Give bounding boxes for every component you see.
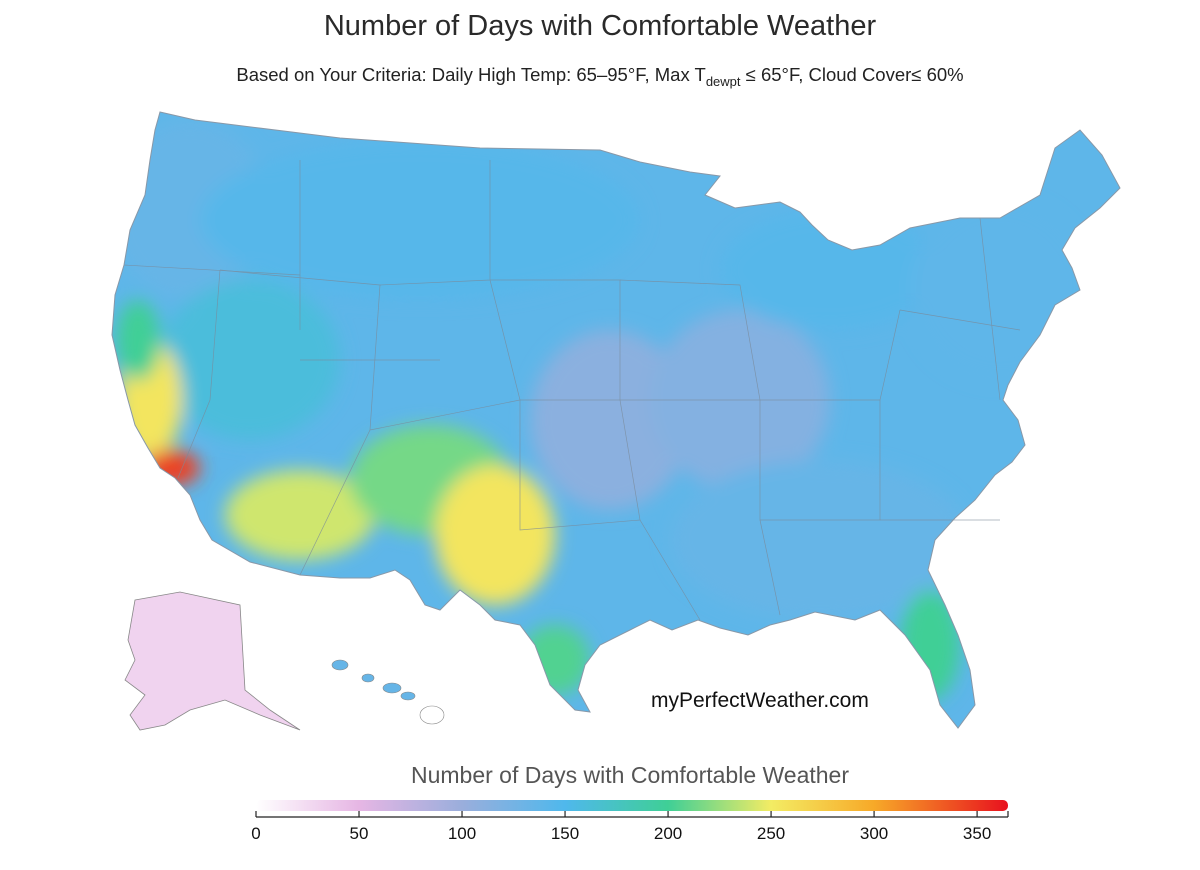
- region-southeast: [670, 460, 970, 620]
- legend-tick-label: 50: [350, 824, 369, 843]
- us-choropleth-map: [111, 111, 1121, 731]
- region-florida: [900, 590, 960, 700]
- state-border-line: [759, 519, 781, 616]
- state-border-line: [299, 429, 371, 576]
- region-hawaii-island: [331, 659, 349, 671]
- state-border-line: [219, 269, 271, 276]
- region-northeast: [910, 200, 1090, 380]
- region-california-coast: [116, 300, 160, 380]
- legend-tick-label: 200: [654, 824, 682, 843]
- legend-tick-label: 350: [963, 824, 991, 843]
- legend-tick-label: 150: [551, 824, 579, 843]
- legend-tick-label: 100: [448, 824, 476, 843]
- region-great-lakes: [720, 210, 940, 330]
- state-border-line: [899, 309, 1021, 331]
- criteria-subtitle: Based on Your Criteria: Daily High Temp:…: [0, 64, 1200, 89]
- state-borders: [123, 160, 1021, 621]
- region-great-basin: [160, 280, 340, 440]
- region-central-plains: [530, 330, 690, 510]
- state-border-line: [639, 519, 701, 621]
- watermark-text: myPerfectWeather.com: [651, 689, 869, 712]
- legend-tick-label: 250: [757, 824, 785, 843]
- map-title: Number of Days with Comfortable Weather: [323, 10, 877, 42]
- inset-territories: [124, 591, 445, 731]
- region-alaska: [124, 591, 301, 731]
- subtitle-suffix: ≤ 65°F, Cloud Cover≤ 60%: [740, 64, 964, 85]
- state-border-line: [490, 279, 621, 401]
- subtitle-subscript: dewpt: [705, 74, 741, 89]
- region-hawaii-island: [382, 682, 402, 694]
- legend-color-bar: [256, 800, 1008, 811]
- legend-title: Number of Days with Comfortable Weather: [410, 762, 850, 788]
- legend-tick-label: 300: [860, 824, 888, 843]
- state-border-line: [619, 279, 761, 401]
- region-desert-southwest: [225, 470, 375, 560]
- region-hawaii-island: [361, 673, 375, 683]
- state-border-line: [759, 400, 881, 521]
- subtitle-prefix: Based on Your Criteria: Daily High Temp:…: [236, 64, 706, 85]
- state-border-line: [177, 269, 221, 479]
- region-west-texas: [435, 465, 555, 605]
- legend-tick-label: 0: [251, 824, 260, 843]
- state-border-line: [519, 399, 641, 531]
- region-hawaii-island: [419, 705, 445, 725]
- color-legend: 0 50 100 150 200 250 300 350: [251, 800, 1009, 843]
- region-northern-rockies-plains: [200, 140, 640, 300]
- state-border-line: [979, 217, 1001, 401]
- region-hawaii-island: [400, 691, 416, 701]
